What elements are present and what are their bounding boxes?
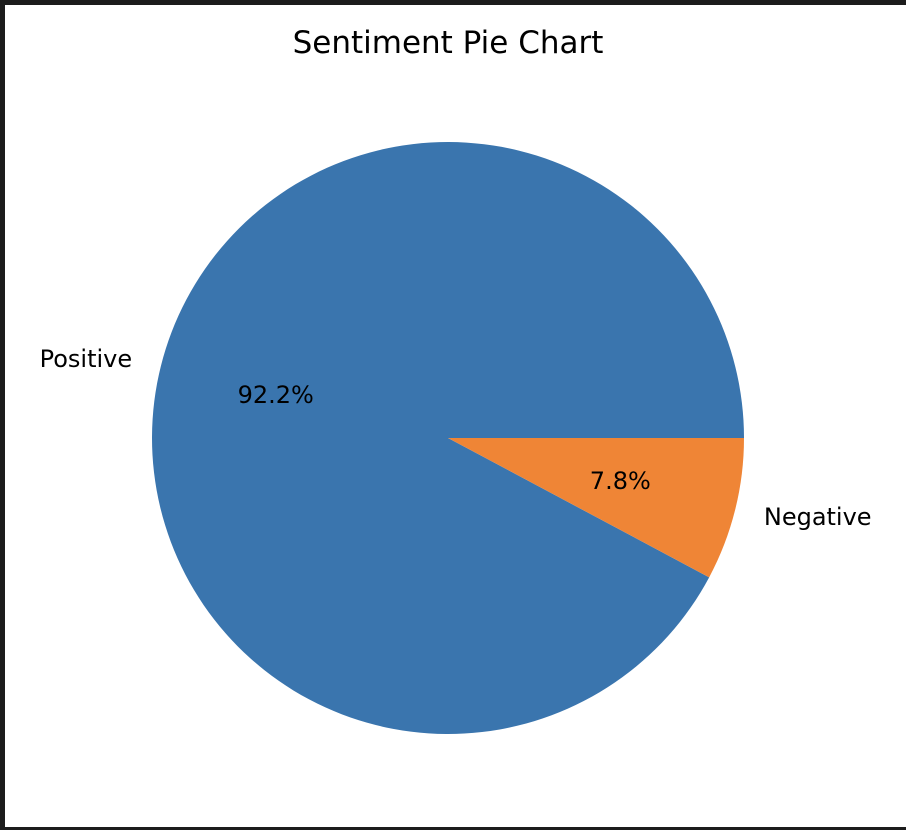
pie-slice-positive [152,142,744,735]
percent-label-negative: 7.8% [590,467,651,495]
percent-label-positive: 92.2% [238,381,314,409]
category-label-positive: Positive [40,345,133,373]
chart-title: Sentiment Pie Chart [293,25,604,61]
category-label-negative: Negative [764,503,872,531]
pie-slices [152,142,744,735]
chart-canvas: Sentiment Pie Chart Positive 92.2% Negativ… [5,5,906,827]
pie-labels: Positive 92.2% Negative 7.8% [40,345,872,531]
pie-slice-negative [448,438,744,578]
